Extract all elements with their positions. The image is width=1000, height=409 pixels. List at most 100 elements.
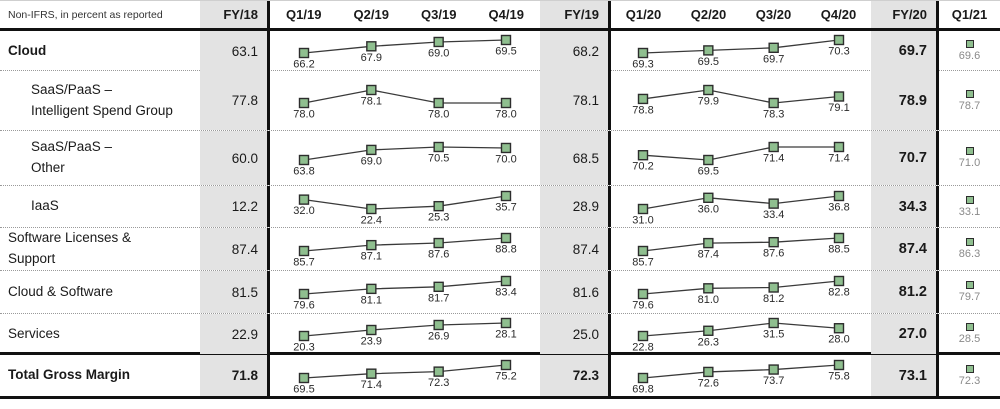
sparkline-chart: 63.8 69.0 70.5 70.0	[293, 141, 517, 178]
vertical-divider	[936, 314, 939, 354]
sparkline-chart: 22.8 26.3 31.5 28.0	[632, 317, 850, 354]
table-row: Cloud & Software 81.5 79.6 81.1 81.7 83.4 8…	[0, 271, 1000, 314]
sparkline-chart: 85.7 87.1 87.6 88.8	[293, 232, 517, 269]
data-point-marker-icon	[768, 97, 779, 108]
column-headers-q19: Q1/19 Q2/19 Q3/19 Q4/19	[270, 1, 540, 28]
row-label-line2: Support	[8, 251, 56, 266]
data-point-marker-icon	[637, 150, 649, 161]
vertical-divider	[608, 1, 611, 28]
value-q121: 79.7	[958, 291, 981, 303]
data-point-marker-icon	[500, 190, 512, 201]
data-point-marker-icon	[965, 281, 974, 289]
value-q121: 86.3	[958, 248, 981, 260]
data-point-marker-icon	[703, 366, 714, 377]
data-point-value-label: 88.8	[495, 244, 516, 256]
value-fy19: 87.4	[540, 228, 608, 270]
value-q121: 28.5	[958, 333, 981, 345]
data-point-value-label: 81.2	[763, 293, 784, 305]
sparkline-q19: 85.7 87.1 87.6 88.8	[270, 228, 540, 270]
row-label: Services	[0, 314, 200, 354]
sparkline-chart: 79.6 81.1 81.7 83.4	[293, 275, 517, 312]
data-point-value-label: 78.0	[495, 108, 516, 120]
data-point-marker-icon	[433, 200, 444, 211]
cell-q121: 86.3	[939, 228, 1000, 270]
vertical-divider	[936, 228, 939, 270]
sparkline-q20: 31.0 36.0 33.4 36.8	[611, 186, 871, 227]
data-point-value-label: 78.3	[763, 108, 784, 120]
data-point-value-label: 85.7	[293, 257, 314, 269]
data-point-value-label: 28.1	[495, 329, 516, 341]
value-fy18: 77.8	[200, 71, 267, 130]
cell-q121: 71.0	[939, 131, 1000, 185]
data-point-value-label: 75.2	[495, 370, 516, 382]
data-point-marker-icon	[500, 232, 512, 244]
cell-q121: 72.3	[939, 355, 1000, 396]
value-fy18: 87.4	[200, 228, 267, 270]
row-label-line1: Services	[8, 325, 60, 341]
sparkline-q20: 22.8 26.3 31.5 28.0	[611, 314, 871, 354]
row-label: Cloud & Software	[0, 271, 200, 313]
data-point-marker-icon	[768, 236, 779, 248]
data-point-value-label: 81.1	[361, 294, 382, 306]
data-point-marker-icon	[637, 288, 649, 300]
table-row: SaaS/PaaS – Intelligent Spend Group 77.8…	[0, 71, 1000, 131]
data-point-marker-icon	[833, 190, 845, 201]
data-point-marker-icon	[366, 84, 377, 95]
row-label: Software Licenses & Support	[0, 228, 200, 270]
sparkline-chart: 32.0 22.4 25.3 35.7	[293, 190, 517, 226]
sparkline-chart: 70.2 69.5 71.4 71.4	[632, 141, 850, 178]
data-point-value-label: 78.0	[428, 108, 449, 120]
data-point-value-label: 81.7	[428, 292, 449, 304]
vertical-divider	[608, 314, 611, 354]
data-point-marker-icon	[833, 323, 845, 334]
vertical-divider	[608, 271, 611, 313]
row-label: Cloud	[0, 31, 200, 71]
data-point-value-label: 22.4	[361, 214, 382, 226]
data-point-value-label: 26.3	[698, 336, 719, 348]
row-label-line1: Total Gross Margin	[8, 367, 131, 383]
data-point-value-label: 79.1	[828, 102, 849, 114]
data-point-marker-icon	[768, 363, 779, 375]
cell-q121: 33.1	[939, 186, 1000, 227]
data-point-marker-icon	[366, 203, 377, 214]
vertical-divider	[936, 31, 939, 71]
data-point-marker-icon	[500, 142, 512, 154]
row-label: SaaS/PaaS – Intelligent Spend Group	[0, 71, 200, 130]
value-fy20: 78.9	[871, 71, 936, 130]
sparkline-q20: 78.8 79.9 78.3 79.1	[611, 71, 871, 130]
data-point-value-label: 87.6	[428, 249, 449, 261]
data-point-marker-icon	[366, 239, 377, 251]
sparkline-q20: 69.3 69.5 69.7 70.3	[611, 31, 871, 71]
data-point-value-label: 82.8	[828, 287, 849, 299]
value-fy19: 25.0	[540, 314, 608, 354]
table-rows: Cloud 63.1 66.2 67.9 69.0 69.5 68.2 69.3 69.…	[0, 31, 1000, 399]
value-fy20: 69.7	[871, 31, 936, 71]
row-label-line1: Software Licenses &	[8, 230, 132, 246]
sparkline-q19: 69.5 71.4 72.3 75.2	[270, 355, 540, 396]
table-meta-label: Non-IFRS, in percent as reported	[8, 8, 163, 21]
value-q121: 78.7	[958, 99, 981, 112]
vertical-divider	[608, 228, 611, 270]
data-point-marker-icon	[298, 372, 310, 383]
data-point-marker-icon	[500, 359, 512, 370]
data-point-marker-icon	[833, 232, 845, 244]
data-point-value-label: 72.6	[698, 377, 719, 389]
vertical-divider	[608, 186, 611, 227]
data-point-value-label: 87.6	[763, 248, 784, 260]
data-point-marker-icon	[637, 47, 649, 59]
value-fy19: 78.1	[540, 71, 608, 130]
vertical-divider	[608, 355, 611, 396]
row-label-line1: SaaS/PaaS –	[31, 81, 113, 97]
data-point-value-label: 87.1	[361, 251, 382, 263]
data-point-marker-icon	[298, 330, 310, 342]
cell-q121: 78.7	[939, 71, 1000, 130]
cell-q121: 79.7	[939, 271, 1000, 313]
data-point-marker-icon	[965, 40, 974, 48]
data-point-value-label: 79.6	[293, 300, 314, 312]
data-point-value-label: 85.7	[632, 257, 653, 269]
column-header-quarter: Q2/20	[690, 7, 727, 22]
sparkline-q19: 32.0 22.4 25.3 35.7	[270, 186, 540, 227]
value-fy20: 70.7	[871, 131, 936, 185]
value-fy18: 71.8	[200, 355, 267, 396]
vertical-divider	[267, 355, 270, 396]
